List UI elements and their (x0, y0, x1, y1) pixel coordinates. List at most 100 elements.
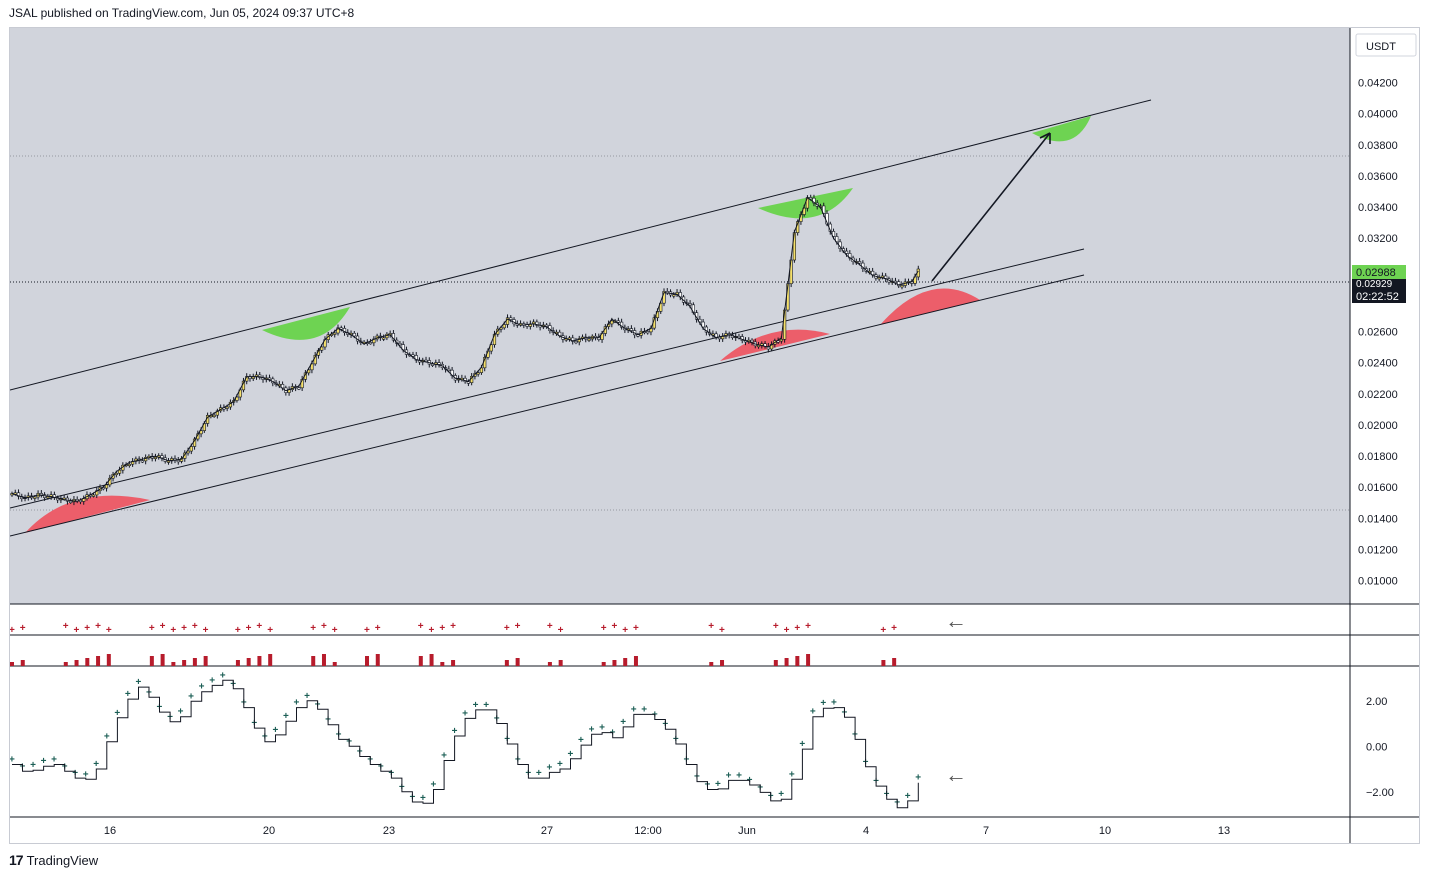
candle-bear[interactable] (430, 363, 435, 366)
candle-bull[interactable] (153, 456, 158, 459)
indicator-mark: + (106, 625, 112, 636)
red-dome[interactable] (880, 288, 980, 325)
candle-bull[interactable] (336, 327, 340, 334)
candle-bull[interactable] (82, 498, 86, 502)
candle-bull[interactable] (659, 302, 663, 312)
candle-bull[interactable] (779, 338, 783, 342)
indicator-bar (601, 662, 606, 666)
channel-upper-line[interactable] (9, 99, 1152, 391)
candle-bear[interactable] (176, 460, 180, 463)
candle-bull[interactable] (476, 372, 480, 375)
oscillator-mark: + (599, 723, 605, 734)
indicator-bar (773, 660, 778, 666)
candle-bull[interactable] (127, 463, 131, 466)
candle-bear[interactable] (750, 339, 754, 343)
candle-bear[interactable] (466, 381, 471, 384)
candle-bull[interactable] (672, 294, 676, 297)
indicator-mark: + (181, 623, 187, 634)
price-tick-label: 0.01200 (1358, 545, 1398, 557)
green-dome[interactable] (262, 307, 350, 340)
price-tick-label: 0.02000 (1358, 420, 1398, 432)
price-tick-label: 0.03200 (1358, 233, 1398, 245)
chart-frame[interactable]: + + + + + + + + + + + + + + + + + + + + + + + + + + + + + + + + + + + + + + + +… (9, 27, 1420, 844)
candle-bear[interactable] (893, 280, 898, 283)
candle-bear[interactable] (809, 197, 813, 200)
candle-bear[interactable] (437, 362, 441, 365)
candle-bear[interactable] (574, 341, 578, 344)
candle-bull[interactable] (333, 332, 337, 335)
candle-bull[interactable] (91, 494, 96, 497)
candle-bull[interactable] (189, 446, 193, 452)
candle-bear[interactable] (160, 455, 164, 459)
candle-bull[interactable] (170, 458, 174, 462)
candle-bull[interactable] (502, 324, 506, 329)
indicator-mark: + (160, 621, 166, 632)
indicator-bar (268, 654, 273, 666)
time-tick-label: 7 (983, 825, 989, 837)
candle-bear[interactable] (267, 377, 272, 380)
candle-bear[interactable] (857, 261, 862, 264)
candle-bull[interactable] (310, 363, 314, 371)
candle-bull[interactable] (900, 285, 904, 288)
candle-bear[interactable] (766, 346, 770, 350)
candle-bear[interactable] (871, 270, 875, 276)
candle-bear[interactable] (297, 387, 301, 390)
candle-bear[interactable] (714, 333, 718, 338)
candle-bear[interactable] (509, 317, 513, 320)
candle-bear[interactable] (535, 321, 539, 326)
indicator-bar (547, 662, 552, 666)
candle-bear[interactable] (812, 197, 816, 204)
candle-bear[interactable] (822, 205, 826, 214)
candle-bull[interactable] (117, 469, 122, 474)
candle-bull[interactable] (225, 406, 229, 409)
indicator-bar (881, 660, 886, 666)
candle-bear[interactable] (447, 368, 451, 371)
indicator-mark: + (20, 623, 26, 634)
candle-bear[interactable] (398, 342, 402, 346)
candle-bull[interactable] (489, 344, 493, 352)
candle-bear[interactable] (69, 500, 73, 503)
indicator-mark: + (504, 623, 510, 634)
indicator-bar (321, 654, 326, 666)
projection-arrow[interactable] (931, 132, 1051, 282)
candle-bull[interactable] (33, 496, 37, 499)
candle-bull[interactable] (802, 207, 806, 215)
candle-bear[interactable] (352, 332, 356, 337)
currency-button[interactable] (1355, 33, 1417, 57)
candle-bull[interactable] (382, 337, 386, 340)
chart-canvas[interactable]: + + + + + + + + + + + + + + + + + + + + + + + + + + + + + + + + + + + + + + + +… (9, 28, 1419, 843)
candle-bear[interactable] (688, 303, 692, 306)
indicator-bar (623, 658, 628, 666)
candle-bear[interactable] (616, 320, 620, 323)
indicator-bar (720, 660, 725, 666)
channel-lower-line[interactable] (9, 274, 1085, 537)
price-axis: 0.04200 0.04000 0.03800 0.03600 0.03400 0.032… (1358, 77, 1398, 587)
channel-middle-line[interactable] (9, 248, 1085, 509)
candle-bear[interactable] (701, 321, 705, 328)
oscillator-mark: + (272, 725, 278, 736)
red-dome[interactable] (25, 495, 150, 533)
candle-bear[interactable] (629, 328, 633, 331)
candle-bear[interactable] (646, 331, 650, 334)
candle-bull[interactable] (320, 346, 324, 351)
indicator-mark: + (439, 623, 445, 634)
candle-bear[interactable] (140, 460, 145, 463)
indicator-mark: + (880, 625, 886, 636)
candle-bull[interactable] (587, 338, 591, 341)
candle-bear[interactable] (258, 374, 262, 378)
candle-bear[interactable] (339, 327, 343, 330)
candle-bear[interactable] (411, 354, 415, 357)
oscillator-mark: + (620, 717, 626, 728)
candle-bull[interactable] (610, 320, 614, 325)
oscillator-mark: + (789, 769, 795, 780)
candle-bull[interactable] (212, 414, 216, 417)
indicator-mark: + (418, 621, 424, 632)
candle-bear[interactable] (844, 250, 849, 254)
tradingview-logo-icon[interactable]: 17 (9, 852, 24, 868)
candle-bear[interactable] (39, 493, 43, 496)
candle-bear[interactable] (368, 342, 373, 345)
candle-bear[interactable] (414, 355, 418, 361)
indicator-mark: + (891, 623, 897, 634)
candle-bull[interactable] (104, 484, 109, 489)
indicator-bar (160, 654, 165, 666)
